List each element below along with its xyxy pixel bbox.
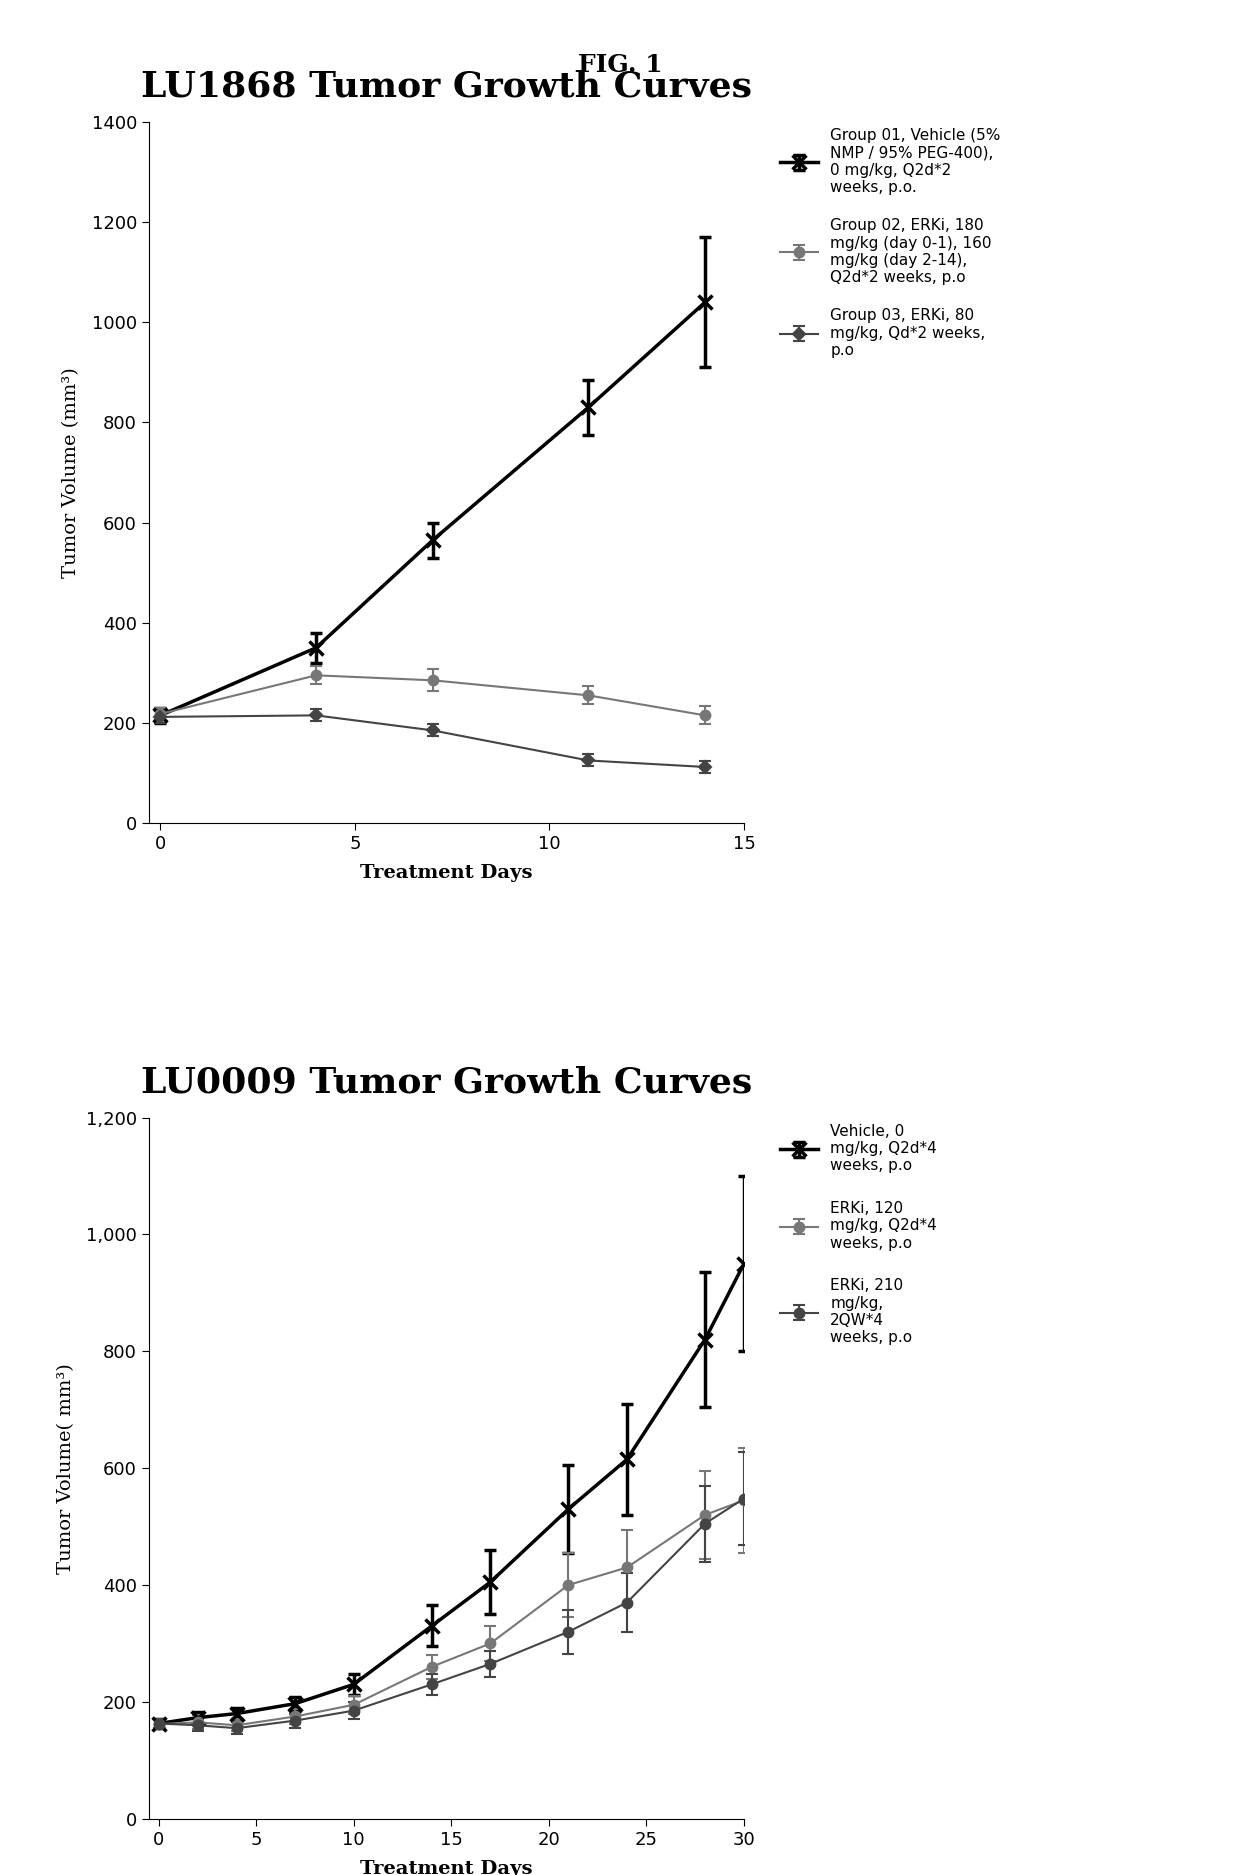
Title: LU0009 Tumor Growth Curves: LU0009 Tumor Growth Curves bbox=[141, 1065, 751, 1099]
X-axis label: Treatment Days: Treatment Days bbox=[360, 864, 533, 881]
Title: LU1868 Tumor Growth Curves: LU1868 Tumor Growth Curves bbox=[141, 69, 751, 103]
X-axis label: Treatment Days: Treatment Days bbox=[360, 1860, 533, 1875]
Y-axis label: Tumor Volume( mm³): Tumor Volume( mm³) bbox=[57, 1363, 74, 1573]
Y-axis label: Tumor Volume (mm³): Tumor Volume (mm³) bbox=[62, 368, 81, 578]
Legend: Vehicle, 0
mg/kg, Q2d*4
weeks, p.o, ERKi, 120
mg/kg, Q2d*4
weeks, p.o, ERKi, 210: Vehicle, 0 mg/kg, Q2d*4 weeks, p.o, ERKi… bbox=[774, 1118, 944, 1352]
Text: FIG. 1: FIG. 1 bbox=[578, 52, 662, 77]
Legend: Group 01, Vehicle (5%
NMP / 95% PEG-400),
0 mg/kg, Q2d*2
weeks, p.o., Group 02, : Group 01, Vehicle (5% NMP / 95% PEG-400)… bbox=[774, 122, 1007, 364]
